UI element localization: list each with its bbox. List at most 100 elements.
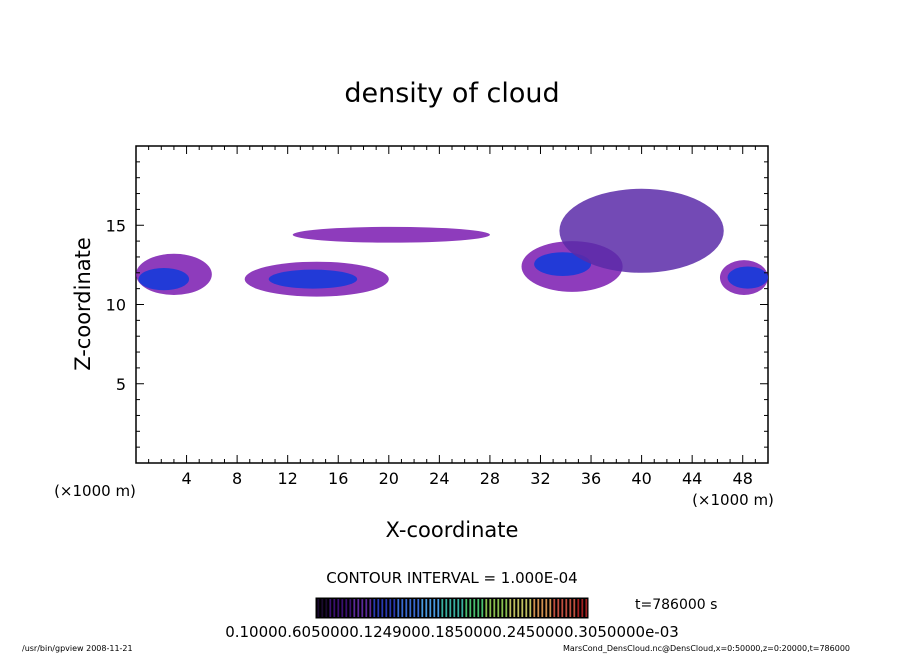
y-tick-labels: 5 10 15 [106,216,126,394]
colorbar-stripe [369,599,372,617]
colorbar-stripe [553,599,556,617]
colorbar-stripe [489,599,492,617]
colorbar-stripe [449,599,452,617]
x-tick-label: 40 [631,469,651,488]
colorbar-stripe [577,599,580,617]
axis-ticks [136,146,768,463]
colorbar-stripe [345,599,348,617]
colorbar-stripe [413,599,416,617]
colorbar-stripe [537,599,540,617]
colorbar-stripe [389,599,392,617]
colorbar-stripe [525,599,528,617]
colorbar-stripe [441,599,444,617]
colorbar-stripe [509,599,512,617]
colorbar-stripe [549,599,552,617]
colorbar-stripe [409,599,412,617]
colorbar-stripe [437,599,440,617]
y-tick-label: 15 [106,216,126,235]
colorbar-stripe [581,599,584,617]
colorbar-stripe [481,599,484,617]
colorbar-frame [315,597,589,619]
colorbar-stripe [573,599,576,617]
colorbar-stripe [361,599,364,617]
colorbar-stripe [497,599,500,617]
colorbar-stripe [329,599,332,617]
colorbar-stripe [477,599,480,617]
colorbar-stripe [393,599,396,617]
colorbar-stripe [401,599,404,617]
colorbar-stripe [485,599,488,617]
cloud-region-9 [727,266,768,289]
x-tick-label: 28 [480,469,500,488]
colorbar-stripe [585,599,588,617]
colorbar [316,598,588,618]
colorbar-stripe [561,599,564,617]
colorbar-stripe [425,599,428,617]
colorbar-stripe [469,599,472,617]
colorbar-stripe [321,599,324,617]
cloud-region-1 [138,268,190,291]
colorbar-stripe [429,599,432,617]
colorbar-stripe [381,599,384,617]
x-tick-label: 4 [181,469,191,488]
colorbar-stripe [533,599,536,617]
y-tick-label: 5 [116,375,126,394]
colorbar-stripe [465,599,468,617]
cloud-region-6 [534,252,592,276]
colorbar-stripe [529,599,532,617]
colorbar-stripe [341,599,344,617]
x-tick-label: 12 [278,469,298,488]
colorbar-stripe [385,599,388,617]
colorbar-stripe [365,599,368,617]
x-tick-label: 48 [733,469,753,488]
colorbar-stripe [453,599,456,617]
colorbar-stripe [545,599,548,617]
colorbar-stripe [357,599,360,617]
x-tick-label: 44 [682,469,702,488]
x-tick-label: 20 [379,469,399,488]
colorbar-stripe [565,599,568,617]
colorbar-stripe [405,599,408,617]
colorbar-stripe [521,599,524,617]
chart-title: density of cloud [344,78,559,109]
colorbar-stripe [557,599,560,617]
x-tick-label: 16 [328,469,348,488]
colorbar-stripe [541,599,544,617]
time-label: t=786000 s [635,597,717,613]
colorbar-stripe [513,599,516,617]
colorbar-stripe [333,599,336,617]
colorbar-stripe [501,599,504,617]
cloud-region-7 [559,188,724,273]
x-tick-label: 36 [581,469,601,488]
colorbar-stripe [461,599,464,617]
colorbar-stripe [421,599,424,617]
y-tick-label: 10 [106,296,126,315]
x-axis-label: X-coordinate [386,518,519,542]
x-axis-units: (×1000 m) [692,491,774,509]
colorbar-stripe [373,599,376,617]
colorbar-stripe [349,599,352,617]
colorbar-stripe [397,599,400,617]
colorbar-stripe [377,599,380,617]
x-tick-label: 32 [530,469,550,488]
colorbar-stripe [457,599,460,617]
colorbar-stripe [337,599,340,617]
contour-interval-text: CONTOUR INTERVAL = 1.000E-04 [326,569,577,587]
colorbar-stripe [569,599,572,617]
colorbar-stripe [417,599,420,617]
colorbar-stripe [493,599,496,617]
colorbar-stripe [473,599,476,617]
x-tick-label: 24 [429,469,449,488]
footer-right: MarsCond_DensCloud.nc@DensCloud,x=0:5000… [563,644,850,653]
colorbar-labels: 0.10000.6050000.1249000.1850000.2450000.… [225,623,679,641]
x-tick-label: 8 [232,469,242,488]
y-axis-label: Z-coordinate [71,237,95,371]
colorbar-stripe [317,599,320,617]
x-tick-labels: 4 8 12 16 20 24 28 32 36 40 44 48 [181,469,752,488]
colorbar-stripe [505,599,508,617]
footer-left: /usr/bin/gpview 2008-11-21 [22,644,133,653]
colorbar-stripe [517,599,520,617]
cloud-density-field [136,188,768,297]
colorbar-stripe [325,599,328,617]
